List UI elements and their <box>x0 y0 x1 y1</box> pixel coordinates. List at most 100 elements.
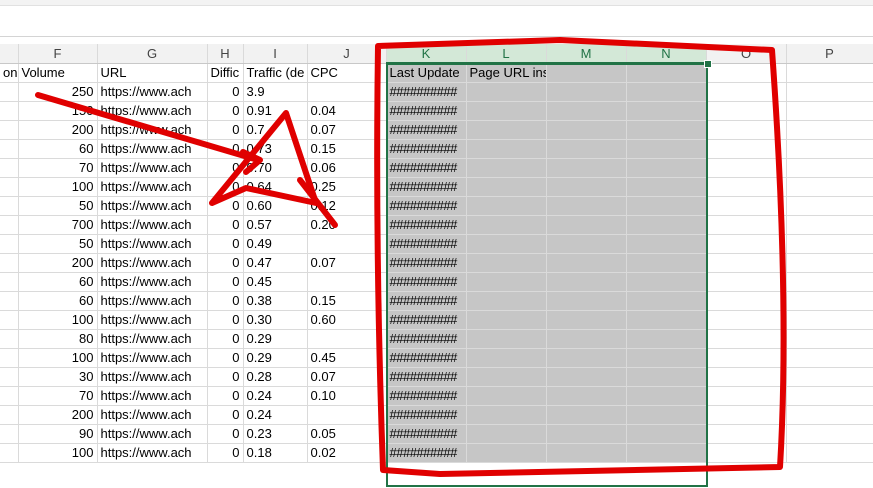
cell[interactable]: ########## <box>386 215 467 235</box>
cell[interactable] <box>626 215 707 235</box>
column-header[interactable]: K <box>386 44 467 64</box>
field-header-cell[interactable]: Diffic <box>207 63 244 83</box>
fill-handle[interactable] <box>704 60 712 68</box>
cell[interactable]: 30 <box>18 367 98 387</box>
cell[interactable] <box>626 272 707 292</box>
cell[interactable] <box>626 329 707 349</box>
cell[interactable] <box>307 405 387 425</box>
cell[interactable]: https://www.ach <box>97 310 208 330</box>
cell[interactable]: 0 <box>207 310 244 330</box>
cell[interactable]: 0 <box>207 272 244 292</box>
cell[interactable]: 80 <box>18 329 98 349</box>
cell[interactable] <box>0 196 19 216</box>
cell[interactable] <box>706 386 787 406</box>
cell[interactable] <box>546 139 627 159</box>
cell[interactable]: 200 <box>18 120 98 140</box>
cell[interactable] <box>466 82 547 102</box>
field-header-cell[interactable]: Volume <box>18 63 98 83</box>
cell[interactable] <box>546 177 627 197</box>
cell[interactable]: 0 <box>207 424 244 444</box>
cell[interactable] <box>546 196 627 216</box>
column-header[interactable]: F <box>18 44 98 64</box>
cell[interactable] <box>626 443 707 463</box>
cell[interactable]: 150 <box>18 101 98 121</box>
cell[interactable] <box>706 234 787 254</box>
cell[interactable]: 100 <box>18 177 98 197</box>
cell[interactable] <box>0 177 19 197</box>
cell[interactable] <box>626 177 707 197</box>
cell[interactable] <box>546 101 627 121</box>
cell[interactable] <box>466 158 547 178</box>
field-header-cell[interactable] <box>786 63 873 83</box>
cell[interactable] <box>546 234 627 254</box>
cell[interactable]: 0 <box>207 177 244 197</box>
cell[interactable] <box>466 177 547 197</box>
cell[interactable]: https://www.ach <box>97 386 208 406</box>
cell[interactable] <box>706 101 787 121</box>
cell[interactable] <box>786 215 873 235</box>
cell[interactable] <box>626 424 707 444</box>
cell[interactable] <box>786 291 873 311</box>
column-header[interactable]: H <box>207 44 244 64</box>
cell[interactable]: ########## <box>386 196 467 216</box>
column-header[interactable]: J <box>307 44 387 64</box>
cell[interactable]: 0 <box>207 329 244 349</box>
cell[interactable] <box>706 443 787 463</box>
cell[interactable]: https://www.ach <box>97 158 208 178</box>
cell[interactable] <box>706 253 787 273</box>
cell[interactable]: 0.7 <box>243 120 308 140</box>
cell[interactable]: 70 <box>18 386 98 406</box>
cell[interactable] <box>546 291 627 311</box>
cell[interactable] <box>706 405 787 425</box>
cell[interactable]: https://www.ach <box>97 329 208 349</box>
cell[interactable] <box>786 234 873 254</box>
cell[interactable] <box>706 329 787 349</box>
cell[interactable]: ########## <box>386 234 467 254</box>
cell[interactable]: 0 <box>207 348 244 368</box>
cell[interactable]: https://www.ach <box>97 367 208 387</box>
cell[interactable]: 200 <box>18 253 98 273</box>
cell[interactable] <box>466 291 547 311</box>
cell[interactable]: 0 <box>207 291 244 311</box>
cell[interactable]: 0 <box>207 215 244 235</box>
cell[interactable]: https://www.ach <box>97 348 208 368</box>
cell[interactable] <box>626 367 707 387</box>
field-header-cell[interactable]: on <box>0 63 19 83</box>
cell[interactable]: 0.60 <box>243 196 308 216</box>
cell[interactable]: 60 <box>18 139 98 159</box>
formula-bar[interactable] <box>0 6 873 37</box>
cell[interactable]: 3.9 <box>243 82 308 102</box>
cell[interactable] <box>0 348 19 368</box>
cell[interactable] <box>786 424 873 444</box>
column-header[interactable]: N <box>626 44 707 64</box>
field-header-cell[interactable]: URL <box>97 63 208 83</box>
cell[interactable]: ########## <box>386 272 467 292</box>
cell[interactable]: 0.70 <box>243 158 308 178</box>
cell[interactable] <box>626 101 707 121</box>
cell[interactable] <box>0 253 19 273</box>
cell[interactable] <box>307 329 387 349</box>
cell[interactable] <box>0 120 19 140</box>
cell[interactable]: https://www.ach <box>97 443 208 463</box>
column-header[interactable]: M <box>546 44 627 64</box>
cell[interactable]: 0.38 <box>243 291 308 311</box>
cell[interactable]: ########## <box>386 424 467 444</box>
column-header[interactable] <box>0 44 19 64</box>
cell[interactable]: https://www.ach <box>97 82 208 102</box>
cell[interactable] <box>466 215 547 235</box>
cell[interactable] <box>546 158 627 178</box>
cell[interactable]: 100 <box>18 443 98 463</box>
cell[interactable] <box>466 405 547 425</box>
cell[interactable] <box>626 386 707 406</box>
cell[interactable] <box>706 139 787 159</box>
cell[interactable]: https://www.ach <box>97 177 208 197</box>
column-header[interactable]: L <box>466 44 547 64</box>
cell[interactable]: 0.49 <box>243 234 308 254</box>
cell[interactable] <box>0 443 19 463</box>
cell[interactable] <box>0 215 19 235</box>
cell[interactable]: 0 <box>207 139 244 159</box>
cell[interactable] <box>0 272 19 292</box>
cell[interactable]: 0 <box>207 386 244 406</box>
cell[interactable] <box>706 367 787 387</box>
cell[interactable] <box>706 215 787 235</box>
